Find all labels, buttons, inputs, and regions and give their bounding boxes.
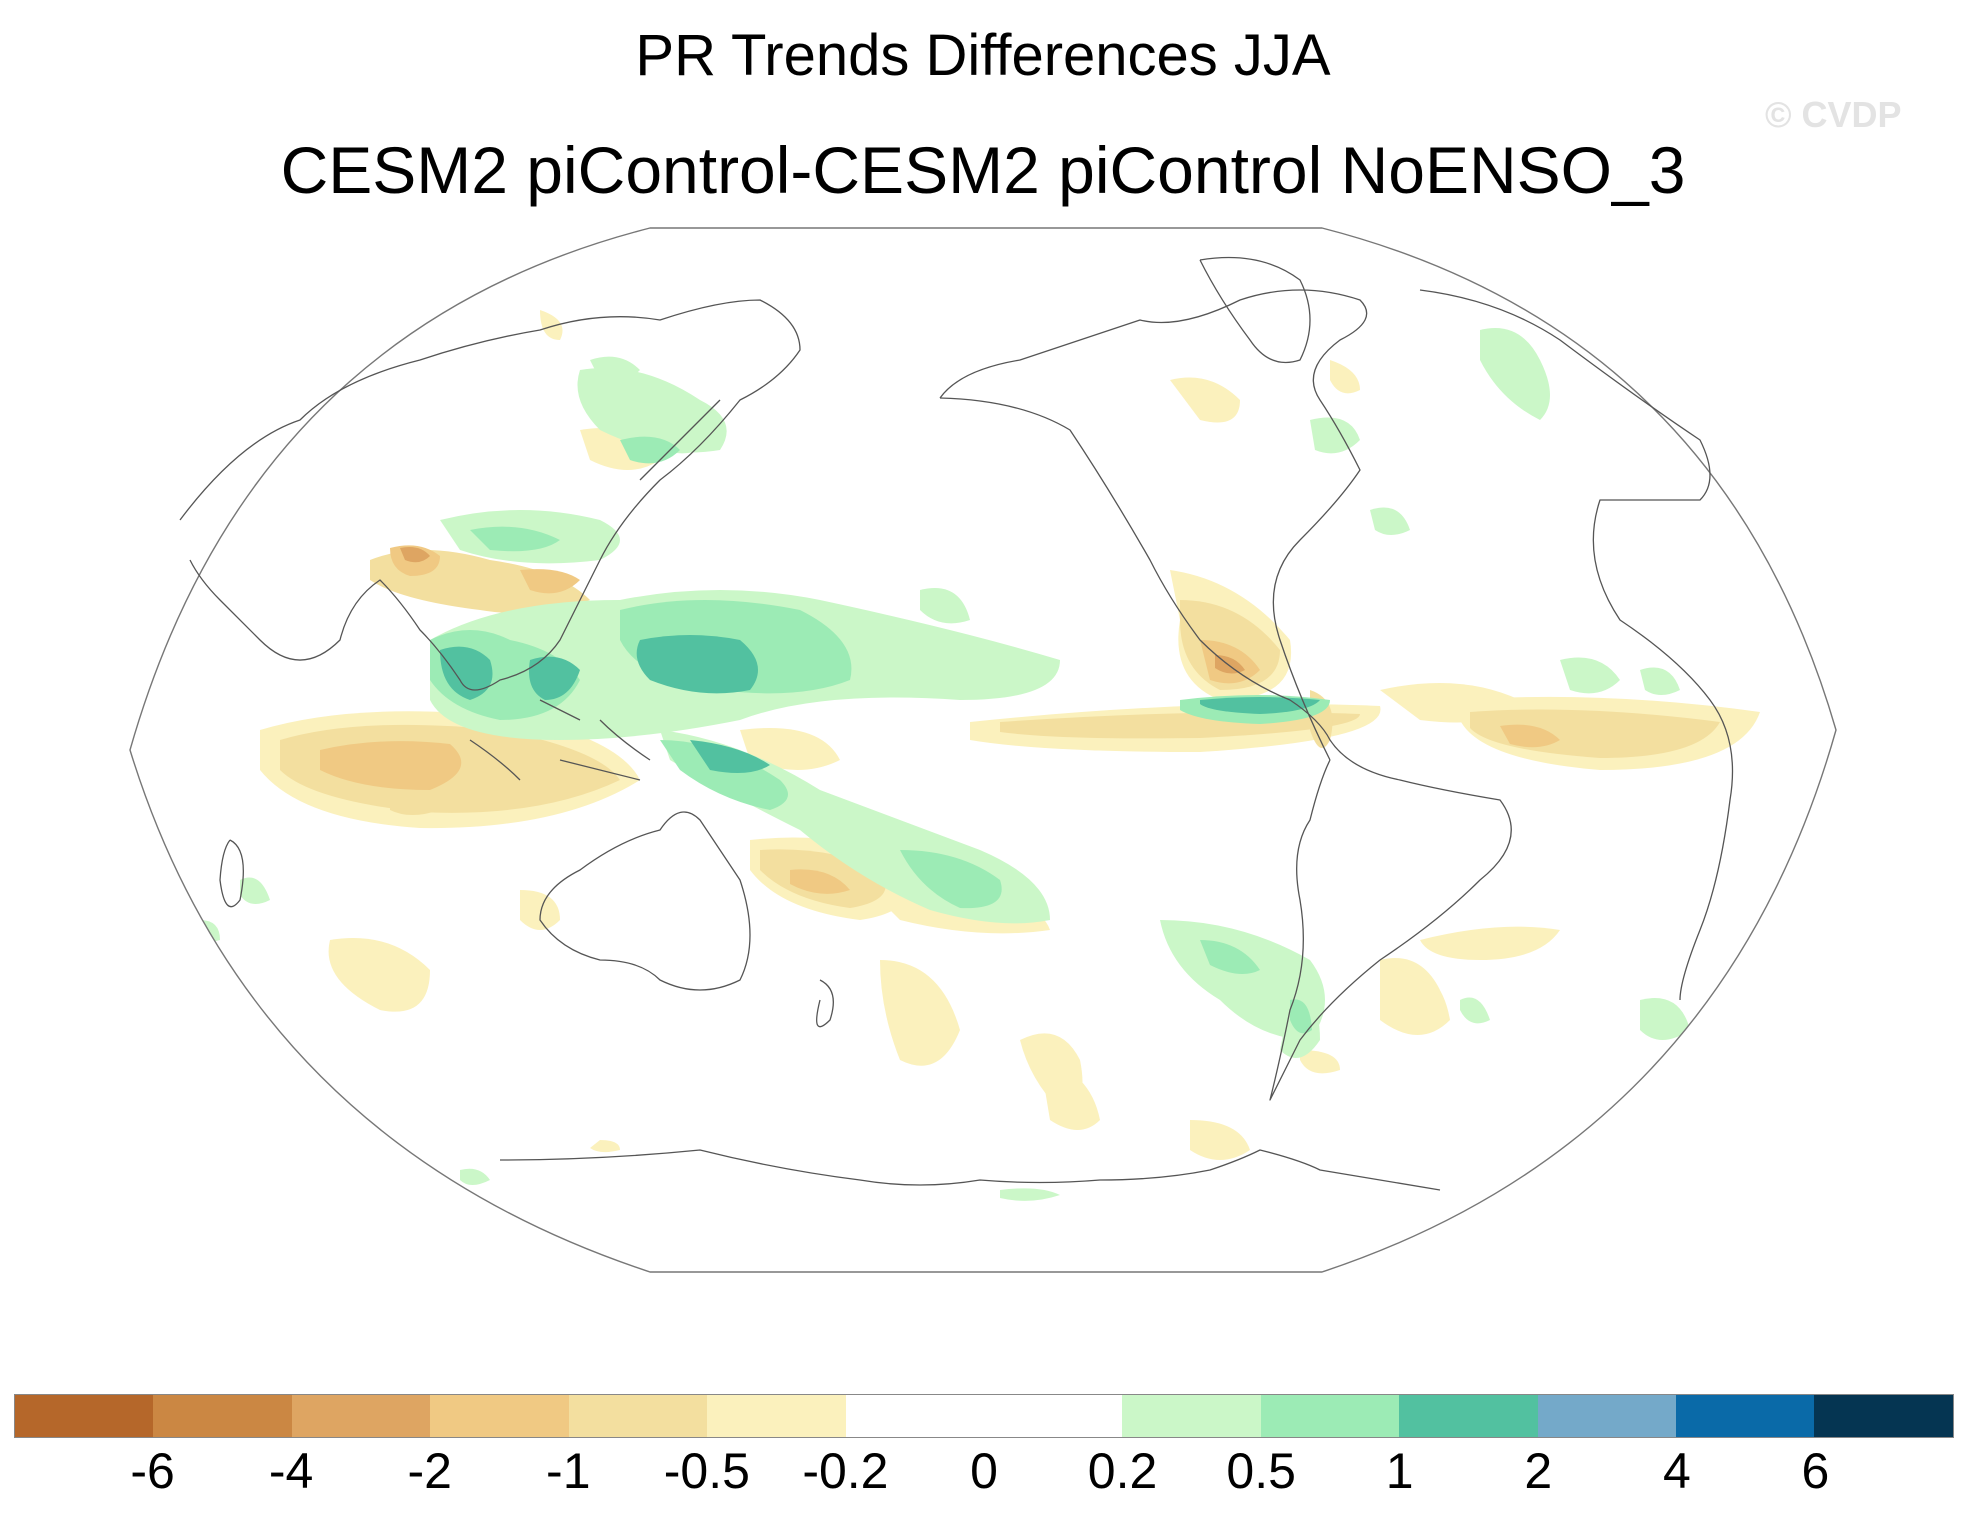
coast-new-zealand — [816, 979, 834, 1028]
colorbar-tick-label: 6 — [1801, 1443, 1830, 1499]
colorbar-tick-label: 0 — [970, 1443, 998, 1499]
colorbar-swatch — [568, 1395, 708, 1437]
precip-anomaly-layer — [198, 310, 1760, 1201]
colorbar-swatch — [1676, 1395, 1815, 1437]
colorbar-swatch — [1399, 1395, 1538, 1437]
colorbar-swatch — [291, 1395, 431, 1437]
coast-americas — [939, 397, 1512, 1101]
watermark: © CVDP — [1765, 94, 1902, 135]
colorbar-tick-label: 0.5 — [1226, 1443, 1296, 1499]
colorbar-tick-label: -4 — [268, 1443, 314, 1499]
colorbar-swatch — [845, 1395, 984, 1437]
colorbar-swatch — [1814, 1395, 1953, 1437]
coast-australia — [539, 811, 751, 991]
map-border — [129, 227, 1837, 1273]
colorbar-swatch — [153, 1395, 292, 1437]
colorbar-tick-label: 4 — [1662, 1443, 1691, 1499]
coast-asia — [179, 299, 801, 691]
colorbar-swatch — [1537, 1395, 1677, 1437]
chart-title: PR Trends Differences JJA — [635, 23, 1331, 88]
colorbar-swatch — [707, 1395, 846, 1437]
colorbar-labels: -6 -4 -2 -1 -0.5 -0.2 0 0.2 0.5 1 2 4 6 — [0, 1442, 1966, 1502]
colorbar-swatch — [1260, 1395, 1400, 1437]
chart-subtitle: CESM2 piControl-CESM2 piControl NoENSO_3 — [280, 133, 1686, 207]
colorbar-swatch — [983, 1395, 1123, 1437]
colorbar-tick-label: -0.5 — [663, 1443, 750, 1499]
colorbar-tick-label: 0.2 — [1087, 1443, 1158, 1499]
coast-north-america-east — [939, 289, 1368, 761]
coast-greenland — [1199, 256, 1311, 364]
positive-strong-patches — [440, 635, 1320, 774]
colorbar-swatch — [1122, 1395, 1261, 1437]
world-map — [129, 227, 1837, 1273]
coast-europe-africa — [1419, 289, 1734, 1001]
coast-madagascar — [219, 839, 244, 908]
colorbar-tick-label: 1 — [1385, 1443, 1414, 1499]
colorbar — [14, 1394, 1954, 1438]
colorbar-tick-label: -6 — [130, 1443, 175, 1499]
colorbar-swatch — [15, 1395, 154, 1437]
coast-antarctica — [499, 1149, 1441, 1191]
coast-japan — [639, 399, 721, 481]
coast-indonesia — [469, 699, 651, 781]
negative-strong-patches — [320, 545, 1560, 894]
colorbar-tick-label: 2 — [1524, 1443, 1553, 1499]
colorbar-tick-label: -2 — [407, 1443, 452, 1499]
coastlines — [179, 256, 1734, 1191]
colorbar-tick-label: -1 — [546, 1443, 591, 1499]
colorbar-tick-label: -0.2 — [802, 1443, 889, 1499]
colorbar-swatch — [430, 1395, 569, 1437]
